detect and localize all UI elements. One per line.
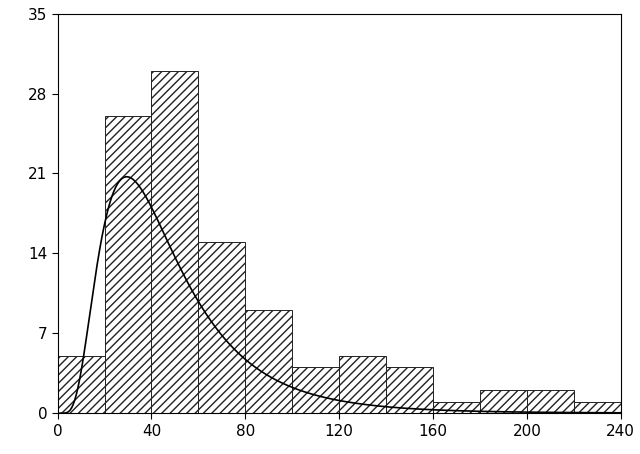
Bar bbox=[574, 402, 621, 413]
Bar bbox=[292, 367, 339, 413]
Bar bbox=[104, 116, 152, 413]
Bar bbox=[198, 242, 245, 413]
Bar bbox=[480, 390, 527, 413]
Bar bbox=[245, 311, 292, 413]
Bar bbox=[339, 356, 386, 413]
Bar bbox=[386, 367, 433, 413]
Bar bbox=[58, 356, 104, 413]
Bar bbox=[433, 402, 480, 413]
Bar bbox=[527, 390, 574, 413]
Bar bbox=[152, 71, 198, 413]
